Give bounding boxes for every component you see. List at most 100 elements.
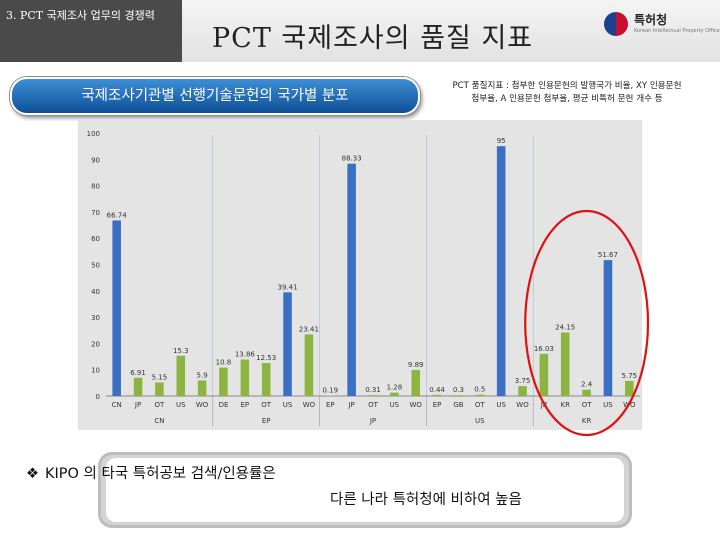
logo-subtitle: Korean Intellectual Property Office xyxy=(634,28,720,34)
page-title: PCT 국제조사의 품질 지표 xyxy=(212,23,534,54)
y-tick-label: 30 xyxy=(91,314,100,322)
y-tick-label: 90 xyxy=(91,156,100,164)
bar xyxy=(133,377,143,396)
data-label: 9.89 xyxy=(408,361,424,369)
x-tick-label: WO xyxy=(516,401,529,409)
x-tick-label: KR xyxy=(561,401,571,409)
x-tick-label: US xyxy=(390,401,400,409)
group-label: CN xyxy=(154,417,164,425)
bar xyxy=(603,260,613,396)
x-tick-label: GB xyxy=(453,401,463,409)
data-label: 15.3 xyxy=(173,347,189,355)
data-label: 23.41 xyxy=(299,325,319,333)
bar xyxy=(411,369,420,396)
bar xyxy=(475,394,485,396)
callout-line1: ❖ KIPO 의 타국 특허공보 검색/인용률은 xyxy=(26,462,276,483)
x-tick-label: OT xyxy=(155,401,166,409)
callout-box xyxy=(98,452,632,528)
quality-note-line1: PCT 품질지표 : 첨부한 인용문헌의 발행국가 비율, XY 인용문헌 xyxy=(452,81,682,91)
quality-note: PCT 품질지표 : 첨부한 인용문헌의 발행국가 비율, XY 인용문헌 첨부… xyxy=(420,80,714,106)
bar xyxy=(347,163,356,396)
x-tick-label: WO xyxy=(196,401,209,409)
y-tick-label: 80 xyxy=(91,183,100,191)
y-tick-label: 70 xyxy=(91,209,100,217)
data-label: 88.33 xyxy=(342,155,362,163)
bar xyxy=(326,395,335,396)
group-label: US xyxy=(475,417,485,425)
data-label: 3.75 xyxy=(515,377,531,385)
bar xyxy=(454,395,463,396)
y-tick-label: 100 xyxy=(87,130,100,138)
data-label: 0.19 xyxy=(322,387,338,395)
bar xyxy=(539,353,549,396)
x-tick-label: DE xyxy=(219,401,229,409)
data-label: 5.9 xyxy=(197,371,208,379)
y-tick-label: 10 xyxy=(91,367,100,375)
bar xyxy=(496,146,506,396)
x-tick-label: US xyxy=(496,401,506,409)
data-label: 2.4 xyxy=(581,381,593,389)
x-tick-label: EP xyxy=(241,401,250,409)
y-tick-label: 20 xyxy=(91,340,100,348)
data-label: 13.86 xyxy=(235,351,256,359)
data-label: 95 xyxy=(497,137,506,145)
x-tick-label: OT xyxy=(475,401,486,409)
data-label: 0.3 xyxy=(453,386,464,394)
bar xyxy=(304,334,314,396)
data-label: 51.67 xyxy=(598,251,618,259)
callout-text1: KIPO 의 타국 특허공보 검색/인용률은 xyxy=(45,466,276,482)
x-tick-label: JP xyxy=(347,401,354,409)
section-label: 3. PCT 국제조사 업무의 경쟁력 xyxy=(6,9,155,22)
x-tick-label: EP xyxy=(326,401,335,409)
group-label: JP xyxy=(369,417,376,425)
callout-line2: 다른 나라 특허청에 비하여 높음 xyxy=(330,492,522,508)
bar xyxy=(176,355,186,396)
data-label: 39.41 xyxy=(278,283,298,291)
bar xyxy=(625,380,634,396)
y-tick-label: 50 xyxy=(91,262,100,270)
quality-note-line2: 첨부율, A 인용문헌 첨부율, 평균 비특허 문헌 개수 등 xyxy=(471,94,663,104)
x-tick-label: CN xyxy=(112,401,122,409)
data-label: 16.03 xyxy=(534,345,554,353)
data-label: 12.53 xyxy=(256,354,276,362)
section-box: 3. PCT 국제조사 업무의 경쟁력 xyxy=(0,0,182,62)
x-tick-label: OT xyxy=(368,401,379,409)
bar xyxy=(283,292,292,396)
bar xyxy=(432,394,442,396)
y-tick-label: 0 xyxy=(96,393,100,401)
bar xyxy=(582,389,591,396)
kipo-logo: 특허청 Korean Intellectual Property Office xyxy=(604,8,720,42)
bar xyxy=(560,332,570,396)
chart-banner: 국제조사기관별 선행기술문헌의 국가별 분포 xyxy=(10,77,420,115)
data-label: 10.8 xyxy=(216,359,232,367)
x-tick-label: JP xyxy=(540,401,547,409)
y-tick-label: 40 xyxy=(91,288,100,296)
bar xyxy=(368,395,378,396)
x-tick-label: US xyxy=(283,401,293,409)
group-label: KR xyxy=(582,417,592,425)
data-label: 24.15 xyxy=(555,323,575,331)
x-tick-label: WO xyxy=(410,401,423,409)
bar xyxy=(240,359,250,396)
diamond-bullet-icon: ❖ xyxy=(26,466,39,482)
bar xyxy=(390,392,399,396)
x-tick-label: WO xyxy=(303,401,316,409)
group-label: EP xyxy=(262,417,271,425)
data-label: 0.31 xyxy=(365,386,381,394)
bar xyxy=(197,380,207,396)
logo-name: 특허청 xyxy=(634,13,668,27)
bar-chart: 0 10 20 30 40 50 60 70 80 90 100 66.74 CN 6.91 JP 5.15 O… xyxy=(87,130,650,437)
x-tick-label: US xyxy=(176,401,186,409)
bar xyxy=(219,367,228,396)
bar xyxy=(155,382,164,396)
x-tick-label: US xyxy=(603,401,613,409)
x-tick-label: OT xyxy=(261,401,272,409)
highlight-ellipse xyxy=(524,209,650,437)
bar xyxy=(261,363,271,396)
kipo-emblem-icon xyxy=(604,12,628,36)
bar xyxy=(112,220,121,396)
data-label: 0.44 xyxy=(429,386,445,394)
callout-inner xyxy=(106,458,624,522)
y-tick-label: 60 xyxy=(91,235,100,243)
data-label: 0.5 xyxy=(474,386,485,394)
